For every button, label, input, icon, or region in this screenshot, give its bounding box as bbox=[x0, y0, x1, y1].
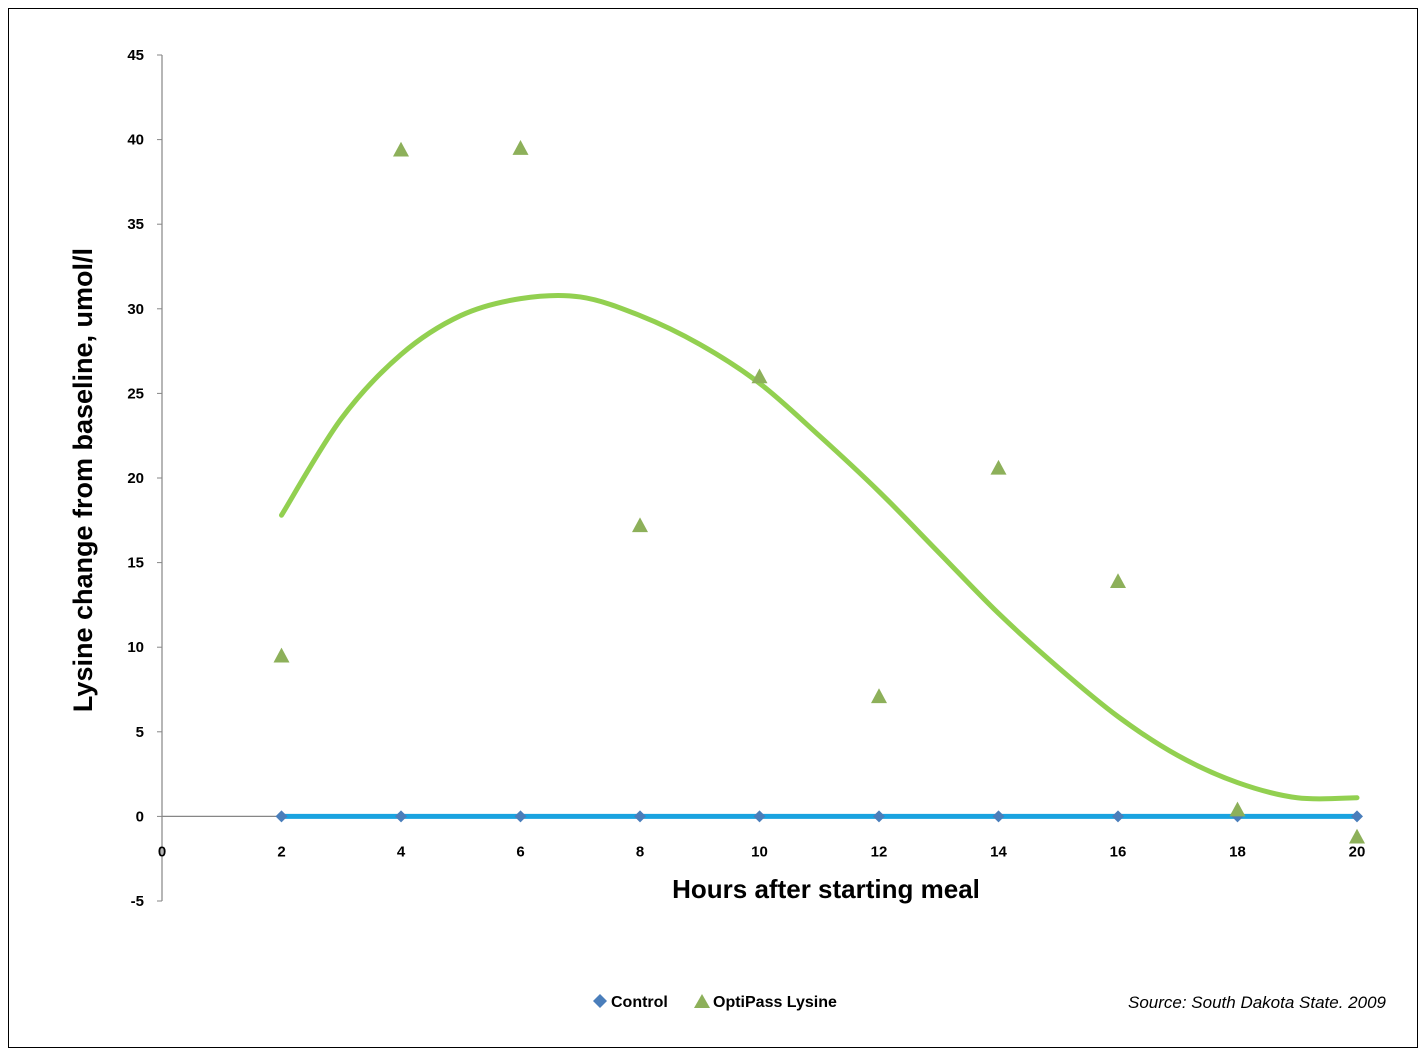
control-point bbox=[753, 810, 766, 823]
optipass-point bbox=[1110, 573, 1126, 589]
legend-optipass-marker bbox=[694, 994, 710, 1008]
x-tick-label: 4 bbox=[397, 843, 406, 860]
data-points bbox=[273, 140, 1365, 844]
control-point bbox=[1351, 810, 1363, 823]
legend: Control OptiPass Lysine bbox=[593, 994, 837, 1011]
control-point bbox=[514, 810, 527, 823]
optipass-point bbox=[393, 141, 409, 157]
chart-frame bbox=[8, 8, 1418, 1048]
x-tick-label: 20 bbox=[1349, 843, 1366, 860]
x-axis-title: Hours after starting meal bbox=[672, 874, 980, 904]
optipass-trendline bbox=[279, 292, 1360, 802]
y-tick-label: 40 bbox=[127, 132, 144, 149]
axes bbox=[161, 55, 1357, 901]
optipass-point bbox=[512, 140, 529, 155]
y-tick-label: 5 bbox=[136, 724, 144, 741]
control-point bbox=[992, 810, 1005, 823]
optipass-point bbox=[273, 647, 290, 663]
y-tick-label: 0 bbox=[136, 808, 144, 825]
y-tick-label: 15 bbox=[127, 555, 144, 572]
source-annotation: Source: South Dakota State. 2009 bbox=[1128, 993, 1387, 1012]
y-tick-label: 45 bbox=[127, 47, 144, 64]
optipass-point bbox=[990, 459, 1007, 475]
y-tick-label: -5 bbox=[131, 893, 144, 910]
x-tick-label: 2 bbox=[277, 843, 285, 860]
y-tick-label: 25 bbox=[127, 385, 144, 402]
optipass-point bbox=[632, 517, 648, 533]
x-tick-label: 14 bbox=[990, 843, 1007, 860]
x-tick-label: 0 bbox=[158, 843, 166, 860]
x-tick-label: 12 bbox=[871, 843, 888, 860]
control-point bbox=[275, 810, 288, 823]
x-tick-labels: 0 2 4 6 8 10 12 14 16 18 20 bbox=[158, 816, 1366, 860]
trendline bbox=[279, 292, 1360, 802]
control-point bbox=[873, 810, 885, 823]
x-tick-label: 16 bbox=[1110, 843, 1127, 860]
y-tick-labels: -5 0 5 10 15 20 25 30 35 40 45 bbox=[127, 47, 162, 910]
y-tick-label: 20 bbox=[127, 470, 144, 487]
y-tick-label: 35 bbox=[127, 216, 144, 233]
legend-control-label: Control bbox=[611, 994, 668, 1011]
legend-control-marker bbox=[593, 994, 607, 1008]
x-tick-label: 8 bbox=[636, 843, 644, 860]
optipass-point bbox=[1349, 828, 1365, 844]
y-tick-label: 10 bbox=[127, 639, 144, 656]
lysine-chart: -5 0 5 10 15 20 25 30 35 40 45 0 2 4 6 8 10 12 14 16 18 20 H… bbox=[68, 47, 1387, 1012]
y-tick-label: 30 bbox=[127, 301, 144, 318]
y-axis-title: Lysine change from baseline, umol/l bbox=[68, 248, 98, 712]
legend-optipass-label: OptiPass Lysine bbox=[713, 994, 837, 1011]
control-point bbox=[1112, 810, 1124, 823]
optipass-point bbox=[871, 688, 887, 704]
x-tick-label: 6 bbox=[516, 843, 524, 860]
x-tick-label: 18 bbox=[1229, 843, 1246, 860]
control-point bbox=[395, 810, 407, 823]
control-point bbox=[634, 810, 646, 823]
optipass-point bbox=[1229, 801, 1246, 817]
x-tick-label: 10 bbox=[751, 843, 768, 860]
optipass-point bbox=[751, 368, 768, 384]
